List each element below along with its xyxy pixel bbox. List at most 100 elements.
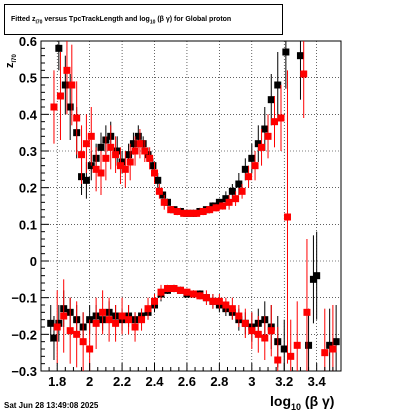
y-tick-label: −0.3 (11, 364, 37, 379)
data-point (116, 162, 124, 170)
data-point (144, 151, 152, 159)
data-point (121, 165, 129, 173)
data-point (113, 147, 121, 155)
data-point (170, 285, 178, 292)
x-tick-label: 3 (248, 374, 255, 389)
data-point (102, 154, 110, 162)
data-point (167, 206, 175, 214)
data-point (53, 323, 61, 331)
data-point (125, 316, 133, 324)
x-tick-label: 1.8 (48, 374, 66, 389)
y-tick-label: 0.6 (19, 34, 37, 49)
y-tick-label: 0.1 (19, 217, 37, 232)
data-point (309, 275, 317, 283)
data-point (144, 305, 152, 313)
data-point (151, 297, 159, 305)
data-point (154, 176, 162, 184)
data-point (209, 297, 217, 305)
y-tick-label: −0.2 (11, 327, 37, 342)
title-part: versus TpcTrackLength and log (42, 16, 150, 23)
datestamp: Sat Jun 28 13:49:08 2025 (4, 401, 99, 410)
axes: 1.8 2 2.2 2.4 2.6 2.8 3 3.2 3.4 −0.3 −0.2 −0.1 0 0.1 0… (11, 34, 342, 389)
data-point (251, 162, 259, 170)
data-point (125, 151, 133, 159)
data-point (296, 52, 304, 60)
data-point (107, 143, 115, 151)
x-tick-label: 2.4 (145, 374, 164, 389)
x-axis-title-main: log (270, 393, 291, 409)
data-point (50, 103, 58, 111)
data-point (118, 312, 126, 320)
data-point (293, 341, 301, 349)
data-point (118, 158, 126, 166)
data-point (68, 81, 76, 89)
data-point (47, 319, 55, 327)
data-point (97, 143, 105, 151)
title-part: (β γ) for Global proton (157, 16, 232, 23)
data-point (228, 187, 236, 195)
data-point (329, 345, 337, 353)
data-point (141, 147, 149, 155)
data-point (300, 70, 308, 78)
data-point (193, 209, 201, 217)
data-point (99, 308, 107, 316)
x-tick-label: 2.2 (113, 374, 131, 389)
data-point (92, 165, 100, 173)
data-point (82, 140, 90, 148)
plot-area (40, 40, 342, 372)
data-point (87, 132, 95, 140)
data-point (50, 334, 58, 342)
data-point (241, 165, 249, 173)
data-point (283, 213, 291, 221)
x-axis-title-tail: (β γ) (304, 393, 335, 409)
data-point (97, 169, 105, 177)
data-point (86, 345, 94, 353)
data-point (112, 319, 120, 327)
data-point (215, 297, 223, 305)
data-point (238, 187, 246, 195)
y-tick-label: −0.1 (11, 291, 37, 306)
data-point (245, 173, 253, 181)
x-tick-label: 2.6 (178, 374, 196, 389)
data-point (66, 103, 74, 111)
data-point (267, 327, 275, 335)
data-point (155, 187, 163, 195)
data-point (274, 356, 282, 364)
data-point (222, 301, 230, 309)
y-tick-label: 0 (30, 254, 37, 269)
data-point (282, 48, 290, 56)
data-point (287, 352, 295, 360)
data-point (206, 206, 214, 214)
data-point (235, 180, 243, 188)
series-layer (47, 41, 340, 371)
data-point (305, 341, 313, 349)
y-tick-label: 0.2 (19, 181, 37, 196)
data-point (303, 308, 311, 316)
data-point (196, 292, 204, 300)
data-point (134, 132, 142, 140)
data-point (180, 209, 188, 217)
data-point (151, 169, 159, 177)
data-point (105, 316, 113, 324)
data-point (176, 286, 184, 294)
y-tick-label: 0.4 (19, 107, 38, 122)
data-point (189, 290, 197, 298)
data-point (131, 323, 139, 331)
data-point (254, 330, 262, 338)
data-point (232, 195, 240, 203)
data-point (61, 81, 69, 89)
data-point (73, 330, 81, 338)
data-point (271, 118, 279, 126)
data-point (248, 327, 256, 335)
series-black (47, 41, 340, 371)
x-tick-label: 2 (86, 374, 93, 389)
data-point (212, 204, 220, 212)
data-point (160, 198, 168, 206)
data-point (258, 143, 266, 151)
x-tick-label: 3.2 (275, 374, 293, 389)
data-point (274, 81, 282, 89)
y-tick-label: 0.3 (19, 144, 37, 159)
grid-lines (41, 40, 341, 372)
title-part: Fitted z (11, 16, 36, 23)
data-point (280, 345, 288, 353)
